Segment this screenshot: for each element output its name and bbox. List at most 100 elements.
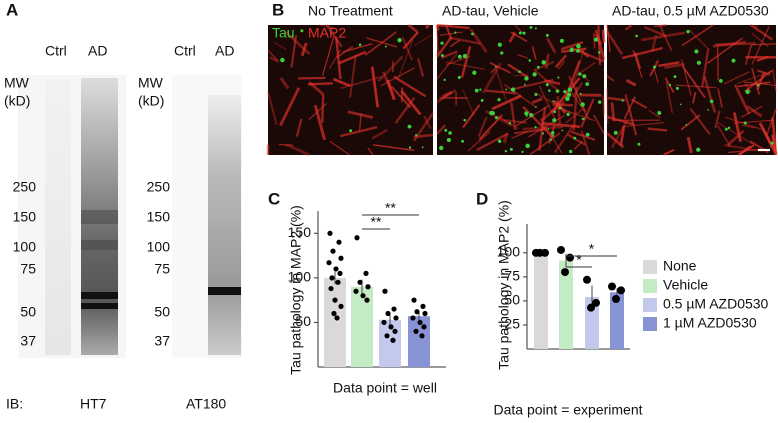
neurite <box>338 50 367 65</box>
data-point <box>364 297 370 303</box>
neurite <box>441 50 458 59</box>
neurite <box>541 121 581 129</box>
neurite <box>298 76 326 80</box>
neurite <box>605 30 624 56</box>
neurite <box>594 29 606 61</box>
neurite <box>746 105 763 118</box>
tau-puncta <box>576 43 581 49</box>
condition-label: AD-tau, Vehicle <box>442 3 539 19</box>
tau-puncta <box>524 111 529 116</box>
tau-puncta <box>569 149 573 154</box>
neurite <box>497 115 519 130</box>
neurite <box>556 95 562 125</box>
tau-puncta <box>578 72 582 76</box>
neurite <box>295 118 303 137</box>
tau-puncta <box>461 139 464 143</box>
neurite <box>510 31 528 43</box>
neurite <box>267 91 278 126</box>
data-point <box>420 303 426 309</box>
mw-label: (kD) <box>138 93 164 109</box>
neurite <box>425 24 430 29</box>
neurite <box>756 72 766 91</box>
tau-puncta <box>463 118 467 122</box>
neurite <box>490 65 500 74</box>
band <box>81 240 118 250</box>
tau-puncta <box>635 34 638 38</box>
tau-puncta <box>594 37 599 42</box>
neurite <box>650 35 658 52</box>
neurite <box>460 45 472 78</box>
neurite <box>606 132 625 149</box>
tau-puncta <box>489 110 494 116</box>
neurite <box>467 130 491 152</box>
tau-puncta <box>552 134 555 137</box>
tau-puncta <box>497 139 502 144</box>
neurite <box>332 77 351 88</box>
legend-swatch <box>643 317 657 331</box>
neurite <box>606 88 609 125</box>
tau-puncta <box>558 106 562 110</box>
neurite <box>394 96 416 124</box>
neurite <box>606 115 635 126</box>
mw-label: (kD) <box>4 93 30 109</box>
neurite <box>529 132 561 156</box>
data-point <box>337 270 343 276</box>
mw-marker: 50 <box>20 304 36 320</box>
neurite <box>552 103 573 107</box>
neurite <box>601 29 606 43</box>
tau-puncta <box>462 54 467 59</box>
data-point <box>612 295 620 303</box>
neurite <box>413 133 434 139</box>
tau-puncta <box>731 58 736 63</box>
significance: * <box>589 241 595 257</box>
data-point <box>382 288 388 294</box>
tau-puncta <box>668 83 672 87</box>
y-tick-label: 75 <box>504 268 520 284</box>
neurite <box>370 66 380 108</box>
tau-puncta <box>479 88 482 91</box>
neurite <box>573 140 584 151</box>
neurite <box>772 68 777 92</box>
tau-puncta <box>686 29 690 34</box>
data-point <box>385 310 391 317</box>
neurite <box>570 130 596 141</box>
neurite <box>528 114 565 138</box>
tau-puncta <box>585 82 590 86</box>
neurite <box>703 75 717 113</box>
neurite <box>439 31 463 36</box>
tau-puncta <box>440 41 444 45</box>
data-point <box>536 248 544 257</box>
y-tick-label: 25 <box>504 316 520 332</box>
neurite <box>329 140 350 156</box>
neurite <box>733 84 751 115</box>
stain-label: MAP2 <box>308 25 346 41</box>
neurite <box>572 81 584 98</box>
tau-puncta <box>653 65 657 69</box>
neurite <box>554 54 568 69</box>
tau-puncta <box>358 43 362 47</box>
legend-label: 1 µM AZD0530 <box>663 315 757 331</box>
neurite <box>546 37 557 54</box>
bar <box>351 286 373 367</box>
neurite <box>402 31 419 50</box>
data-point <box>381 319 387 326</box>
neurite <box>441 90 453 99</box>
tau-puncta <box>657 111 662 115</box>
legend-swatch <box>643 260 657 274</box>
neurite <box>476 132 509 151</box>
tau-puncta <box>497 42 502 47</box>
data-point <box>587 303 595 312</box>
neurite <box>565 108 584 124</box>
neurite <box>572 48 585 86</box>
data-point <box>583 275 591 284</box>
data-point <box>338 255 344 261</box>
data-point <box>330 248 336 254</box>
neurite <box>436 89 457 104</box>
mw-marker: 100 <box>147 239 171 255</box>
neurite <box>715 42 756 46</box>
tau-puncta <box>505 88 508 91</box>
neurite <box>740 105 763 118</box>
neurite <box>510 102 517 131</box>
neurite <box>664 62 685 69</box>
data-point <box>365 284 371 290</box>
